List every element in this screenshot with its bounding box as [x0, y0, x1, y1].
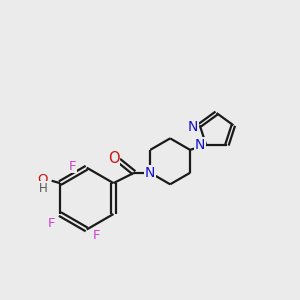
Text: N: N [194, 138, 205, 152]
Text: O: O [108, 152, 119, 166]
Text: F: F [48, 217, 56, 230]
Text: F: F [93, 229, 101, 242]
Text: O: O [38, 173, 48, 186]
Text: N: N [188, 120, 199, 134]
Text: F: F [69, 160, 76, 173]
Text: N: N [145, 166, 155, 180]
Text: H: H [38, 182, 47, 195]
